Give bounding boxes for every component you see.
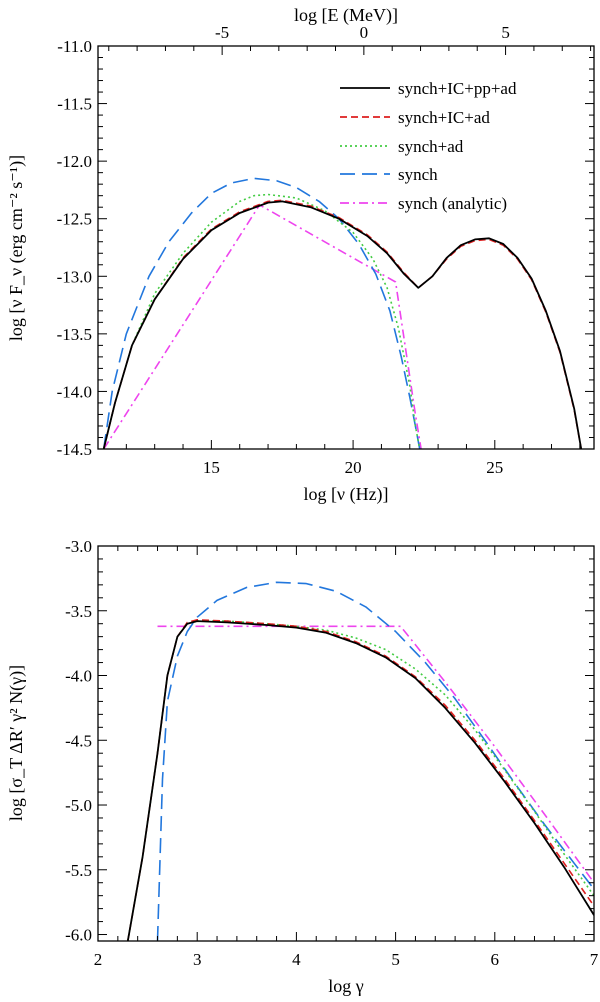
y-tick-label: -3.0 [65,537,92,556]
x-tick-label: 15 [203,458,220,477]
x-tick-label: 5 [391,950,400,969]
x-tick-label: 6 [491,950,500,969]
y-tick-label: -12.5 [57,210,92,229]
electron-spectrum-panel: 2 3 4 5 6 7 -3.0 -3.5 -4.0 -4.5 -5.0 -5.… [6,537,599,996]
legend-label: synch+ad [398,137,464,156]
spectrum-y-axis-title: log [σ_T ΔR′ γ² N(γ)] [6,665,27,821]
sed-top-axis-title: log [E (MeV)] [294,5,398,26]
series-line-synch-analytic [103,204,422,449]
y-tick-label: -12.0 [57,152,92,171]
series-line-synch-ic-ad [127,618,594,941]
y-tick-label: -4.0 [65,667,92,686]
sed-ticks [97,45,594,450]
x-tick-label: 20 [345,458,362,477]
x-tick-label: 4 [292,950,301,969]
spectrum-x-axis-title: log γ [328,976,364,996]
series-line-synch-ic-ad [102,199,582,449]
top-x-tick-label: 0 [360,23,369,42]
series-line-synch [102,177,421,449]
y-tick-label: -3.5 [65,602,92,621]
x-tick-label: 7 [590,950,599,969]
y-tick-label: -14.5 [57,440,92,459]
series-line-synch-ad [102,193,421,449]
y-tick-label: -5.0 [65,796,92,815]
series-line-synch [156,581,594,941]
y-tick-label: -5.5 [65,861,92,880]
series-line-synch-ic-pp-ad [126,620,594,941]
sed-y-axis-title: log [ν F_ν (erg cm⁻² s⁻¹)] [6,155,27,341]
spectrum-ticks [97,545,595,941]
y-tick-label: -11.0 [57,37,92,56]
legend-label: synch+IC+pp+ad [398,79,517,98]
sed-plot-frame [97,45,595,450]
x-tick-label: 2 [94,950,103,969]
y-tick-label: -13.5 [57,325,92,344]
series-line-synch-ad [127,620,594,941]
x-tick-label: 3 [193,950,202,969]
series-line-synch-ic-pp-ad [102,200,583,449]
y-tick-label: -14.0 [57,382,92,401]
spectrum-curves [126,581,594,941]
spectrum-plot-frame [97,545,595,942]
legend-label: synch (analytic) [398,194,507,213]
y-tick-label: -4.5 [65,731,92,750]
sed-panel: 15 20 25 -5 0 5 -11.0 -11.5 -12.0 -12.5 … [6,5,595,505]
y-tick-label: -6.0 [65,926,92,945]
sed-curves [102,177,583,449]
series-line-synch-analytic [157,625,594,884]
sed-x-axis-title: log [ν (Hz)] [303,484,388,505]
top-x-tick-label: 5 [501,23,510,42]
y-tick-label: -11.5 [57,95,92,114]
legend-label: synch+IC+ad [398,108,490,127]
y-tick-label: -13.0 [57,267,92,286]
legend-label: synch [398,165,438,184]
legend: synch+IC+pp+ad synch+IC+ad synch+ad sync… [340,79,517,213]
x-tick-label: 25 [486,458,503,477]
top-x-tick-label: -5 [215,23,229,42]
